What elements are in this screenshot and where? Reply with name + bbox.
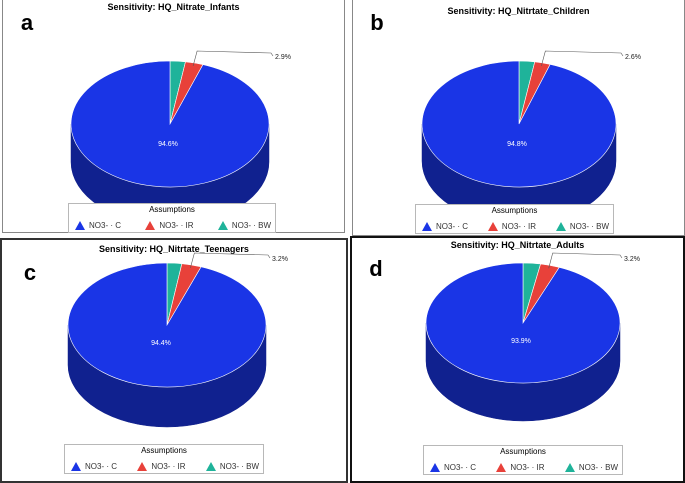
data-label-ir: 2.6% — [625, 54, 641, 61]
legend-item-c: NO3- · C — [75, 221, 121, 230]
callout-line — [190, 252, 271, 269]
legend-item-ir: NO3- · IR — [487, 222, 537, 231]
chart-panel-b: b Sensitivity: HQ_Nitrtate_Children 2.6%… — [352, 0, 685, 236]
chart-title: Sensitivity: HQ_Nitrtate_Children — [447, 6, 590, 16]
pie-slice-c — [67, 262, 267, 388]
pie-slice-c — [421, 60, 617, 188]
data-label-c: 93.9% — [511, 338, 531, 345]
legend-title: Assumptions — [500, 447, 546, 456]
legend: Assumptions NO3- · C NO3- · IR NO3- · BW — [68, 203, 276, 233]
legend-label: NO3- · BW — [569, 222, 609, 231]
legend-label: NO3- · IR — [159, 221, 194, 230]
legend-label: NO3- · IR — [151, 462, 186, 471]
triangle-icon — [137, 462, 148, 471]
legend-item-bw: NO3- · BW — [217, 221, 271, 230]
chart-panel-a: a Sensitivity: HQ_Nitrate_Infants 2.9% 94… — [2, 0, 345, 233]
triangle-icon — [205, 462, 216, 471]
chart-panel-d: d Sensitivity: HQ_Nitrtate_Adults 3.2% 93… — [350, 236, 685, 483]
triangle-icon — [555, 222, 566, 231]
triangle-icon — [75, 221, 85, 230]
data-label-ir: 2.9% — [275, 54, 291, 61]
data-label-c: 94.6% — [158, 141, 178, 148]
pie-chart-d: 3.2% 93.9% — [425, 252, 640, 422]
callout-line — [192, 50, 274, 67]
legend-title: Assumptions — [491, 206, 538, 215]
triangle-icon — [145, 221, 156, 230]
legend-title: Assumptions — [149, 205, 195, 214]
callout-line — [548, 252, 623, 269]
pie-slice-c — [70, 60, 270, 188]
panel-letter: c — [12, 256, 48, 290]
triangle-icon — [487, 222, 498, 231]
legend-item-c: NO3- · C — [71, 462, 117, 471]
data-label-ir: 3.2% — [624, 256, 640, 263]
panel-letter: a — [9, 6, 45, 40]
legend-label: NO3- · BW — [219, 462, 259, 471]
chart-title: Sensitivity: HQ_Nitrtate_Teenagers — [99, 244, 249, 254]
triangle-icon — [430, 463, 440, 472]
legend: Assumptions NO3- · C NO3- · IR NO3- · BW — [415, 204, 614, 234]
panel-letter: d — [358, 252, 394, 286]
legend-label: NO3- · BW — [231, 221, 271, 230]
callout-line — [541, 50, 624, 67]
chart-panel-c: c Sensitivity: HQ_Nitrtate_Teenagers 3.2… — [0, 238, 348, 483]
data-label-ir: 3.2% — [272, 256, 288, 263]
pie-slice-c — [425, 262, 621, 384]
legend: Assumptions NO3- · C NO3- · IR NO3- · BW — [423, 445, 623, 475]
legend-item-ir: NO3- · IR — [137, 462, 186, 471]
legend-label: NO3- · IR — [501, 222, 537, 231]
data-label-c: 94.8% — [507, 141, 527, 148]
legend-label: NO3- · C — [85, 462, 117, 471]
triangle-icon — [496, 463, 507, 472]
legend-title: Assumptions — [141, 446, 187, 455]
pie-chart-c: 3.2% 94.4% — [67, 252, 288, 428]
legend-label: NO3- · C — [89, 221, 121, 230]
legend: Assumptions NO3- · C NO3- · IR NO3- · BW — [64, 444, 264, 474]
legend-label: NO3- · BW — [578, 463, 618, 472]
pie-chart-a: 2.9% 94.6% — [70, 50, 291, 226]
legend-label: NO3- · IR — [510, 463, 545, 472]
legend-item-ir: NO3- · IR — [145, 221, 194, 230]
legend-label: NO3- · C — [436, 222, 468, 231]
legend-item-bw: NO3- · BW — [205, 462, 259, 471]
triangle-icon — [71, 462, 81, 471]
legend-item-ir: NO3- · IR — [496, 463, 545, 472]
panel-letter: b — [359, 6, 395, 40]
legend-label: NO3- · C — [444, 463, 476, 472]
chart-title: Sensitivity: HQ_Nitrate_Infants — [107, 2, 240, 12]
legend-item-bw: NO3- · BW — [564, 463, 618, 472]
triangle-icon — [422, 222, 432, 231]
legend-item-c: NO3- · C — [430, 463, 476, 472]
pie-chart-b: 2.6% 94.8% — [421, 50, 641, 225]
legend-item-c: NO3- · C — [422, 222, 468, 231]
triangle-icon — [564, 463, 575, 472]
chart-title: Sensitivity: HQ_Nitrtate_Adults — [450, 240, 585, 250]
data-label-c: 94.4% — [151, 340, 171, 347]
legend-item-bw: NO3- · BW — [555, 222, 609, 231]
triangle-icon — [217, 221, 228, 230]
